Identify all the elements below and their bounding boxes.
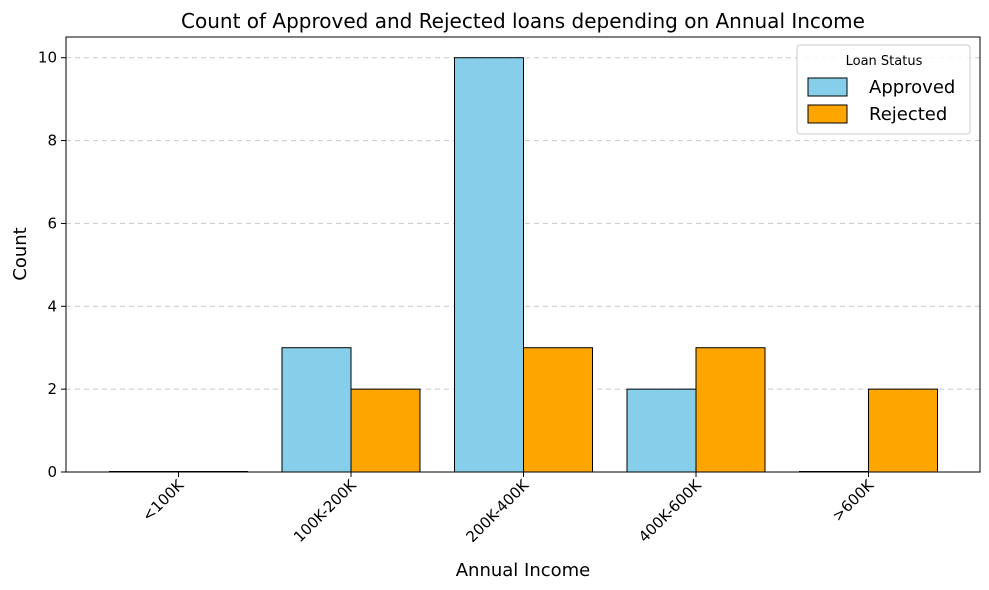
bar-approved [281, 347, 352, 473]
x-axis: <100K 100K-200K 200K-400K 400K-600K >600K [139, 472, 879, 546]
legend-label-rejected: Rejected [869, 104, 947, 125]
y-tick-label: 8 [47, 132, 57, 150]
x-tick-label: 200K-400K [462, 475, 533, 546]
y-tick-label: 2 [47, 380, 57, 398]
legend-title: Loan Status [846, 54, 923, 69]
y-axis: 0 2 4 6 8 10 [38, 49, 66, 481]
x-tick-label: 400K-600K [635, 475, 706, 546]
x-tick-label: <100K [139, 475, 189, 525]
y-tick-label: 4 [47, 297, 57, 315]
bar-rejected [695, 347, 766, 473]
x-tick-label: 100K-200K [290, 475, 361, 546]
bars [109, 57, 938, 473]
y-tick-label: 0 [47, 463, 57, 481]
x-axis-label: Annual Income [456, 560, 591, 581]
bar-approved [454, 57, 524, 473]
legend-label-approved: Approved [869, 77, 955, 98]
y-axis-label: Count [10, 227, 31, 280]
bar-approved [626, 388, 697, 473]
legend-swatch-rejected [807, 104, 848, 124]
y-tick-label: 6 [47, 214, 57, 232]
bar-rejected [868, 388, 938, 473]
x-tick-label: >600K [829, 475, 879, 525]
legend: Loan Status Approved Rejected [796, 44, 971, 135]
y-tick-label: 10 [38, 49, 57, 67]
chart-title: Count of Approved and Rejected loans dep… [181, 9, 865, 33]
legend-swatch-approved [807, 77, 848, 97]
bar-rejected [523, 347, 593, 473]
bar-rejected [350, 388, 421, 473]
